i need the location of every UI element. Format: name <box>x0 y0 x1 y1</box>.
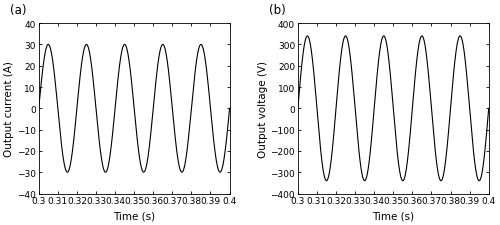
Y-axis label: Output voltage (V): Output voltage (V) <box>258 61 268 157</box>
X-axis label: Time (s): Time (s) <box>113 211 155 221</box>
Y-axis label: Output current (A): Output current (A) <box>4 61 14 157</box>
Text: (b): (b) <box>269 4 286 17</box>
Text: (a): (a) <box>10 4 26 17</box>
X-axis label: Time (s): Time (s) <box>372 211 414 221</box>
